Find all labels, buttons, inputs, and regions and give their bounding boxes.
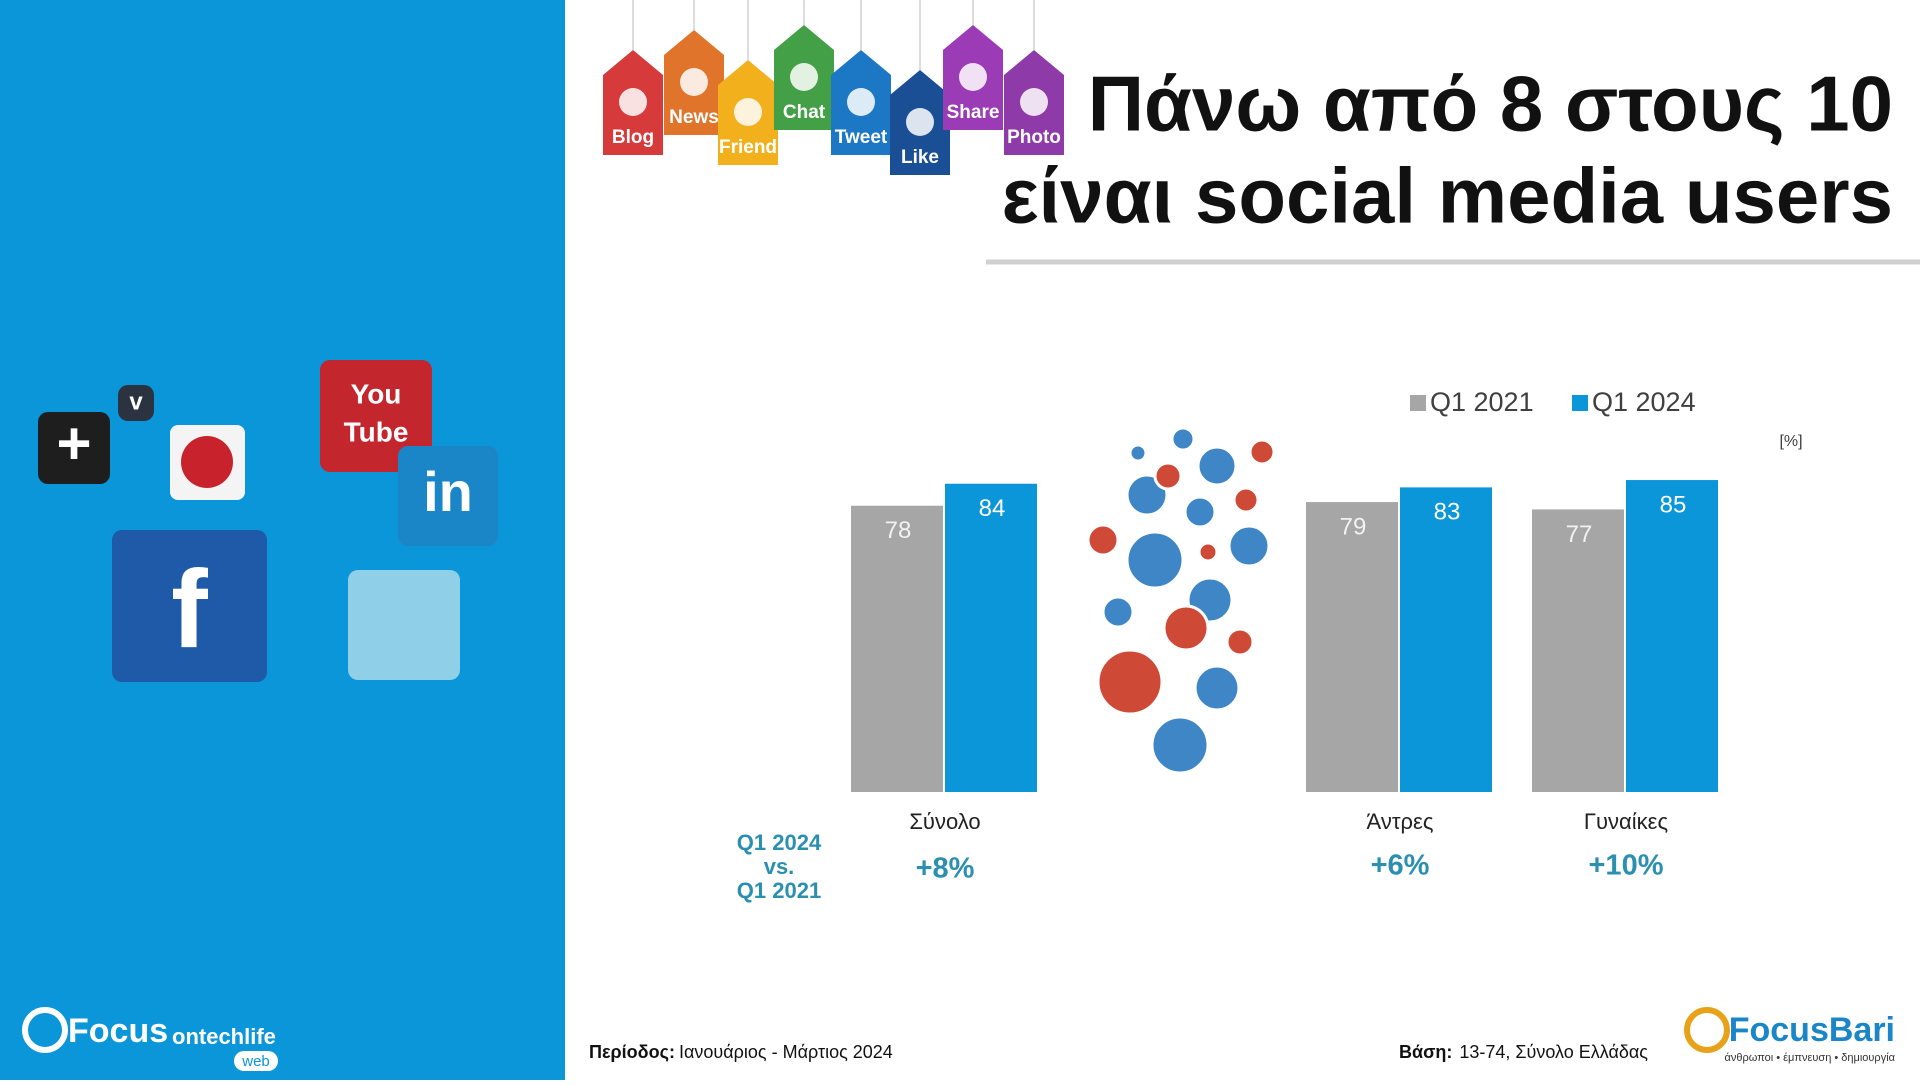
base-label: Βάση:: [1399, 1042, 1452, 1062]
tag-label: Chat: [783, 102, 826, 123]
period-label: Περίοδος:: [589, 1042, 675, 1062]
tag-icon: [790, 63, 818, 91]
decor-bubble: [1197, 541, 1219, 563]
decor-bubble: [1196, 445, 1238, 487]
tag-icon: [959, 63, 987, 91]
tag-label: Photo: [1007, 127, 1061, 148]
bar-value-label: 79: [1340, 513, 1367, 540]
decor-bubble: [1170, 426, 1196, 452]
social-icon-label: You: [351, 378, 402, 409]
social-icon: [118, 385, 154, 421]
change-label: +8%: [916, 853, 975, 885]
period-value: Ιανουάριος - Μάρτιος 2024: [679, 1042, 893, 1062]
tag-label: Friend: [719, 137, 777, 158]
decor-bubble: [1162, 604, 1210, 652]
social-icon: [320, 360, 432, 472]
decor-bubble: [1150, 715, 1210, 775]
logo-mark: [1684, 1007, 1730, 1053]
bar-value-label: 84: [979, 495, 1006, 522]
social-icon: [348, 570, 460, 680]
decor-bubble: [1183, 495, 1217, 529]
decor-bubble: [1193, 664, 1241, 712]
tag-icon: [1020, 88, 1048, 116]
base-value: 13-74, Σύνολο Ελλάδας: [1459, 1042, 1648, 1062]
tag-icon: [680, 68, 708, 96]
decor-bubble: [1232, 486, 1260, 514]
legend-swatch: [1410, 395, 1426, 411]
tag-label: Share: [947, 102, 1000, 123]
bar: [1306, 502, 1398, 792]
decor-bubble: [1225, 627, 1255, 657]
bar-value-label: 77: [1566, 521, 1593, 548]
tag-icon: [847, 88, 875, 116]
logo-mark: [22, 1007, 68, 1053]
bar-value-label: 78: [885, 517, 912, 544]
title-line: Πάνω από 8 στους 10: [1088, 60, 1893, 148]
decor-bubble: [1096, 648, 1164, 716]
category-label: Γυναίκες: [1584, 809, 1668, 834]
social-icon-label: v: [129, 388, 143, 415]
decor-bubble: [1227, 524, 1271, 568]
bar: [1532, 509, 1624, 792]
social-icon: [38, 412, 110, 484]
tag-icon: [734, 98, 762, 126]
change-label: +10%: [1589, 850, 1664, 882]
category-label: Σύνολο: [909, 809, 980, 834]
decor-bubble: [1128, 443, 1148, 463]
social-icon: [398, 446, 498, 546]
change-label: +6%: [1371, 850, 1430, 882]
tag-label: News: [669, 107, 719, 128]
decor-bubble: [1086, 523, 1120, 557]
change-caption: vs.: [764, 854, 795, 879]
bar-value-label: 83: [1434, 499, 1461, 526]
logo-right-tagline: άνθρωποι • έμπνευση • δημιουργία: [1725, 1052, 1896, 1064]
change-caption: Q1 2024: [737, 830, 822, 855]
bar: [945, 483, 1037, 792]
legend-swatch: [1572, 395, 1588, 411]
social-icon-label: in: [423, 460, 473, 523]
tag-icon: [906, 108, 934, 136]
tag-label: Like: [901, 147, 939, 168]
category-label: Άντρες: [1367, 809, 1434, 834]
tag-label: Tweet: [835, 127, 888, 148]
social-icon: [112, 530, 267, 682]
decor-bubble: [1101, 595, 1135, 629]
social-icon: [181, 436, 233, 488]
tag-icon: [619, 88, 647, 116]
decor-bubble: [1125, 530, 1185, 590]
logo-badge: [234, 1051, 278, 1071]
bar: [851, 505, 943, 792]
logo-left: web: [241, 1053, 270, 1070]
bar: [1400, 487, 1492, 792]
social-icon-label: f: [171, 548, 208, 671]
title-line: είναι social media users: [1002, 152, 1893, 240]
legend-label: Q1 2021: [1430, 387, 1534, 417]
social-icon-label: +: [56, 410, 91, 477]
decor-bubble: [1248, 438, 1276, 466]
bar-value-label: 85: [1660, 491, 1687, 518]
legend-label: Q1 2024: [1592, 387, 1696, 417]
tag-label: Blog: [612, 127, 654, 148]
social-icon-label: Tube: [344, 416, 409, 447]
change-caption: Q1 2021: [737, 878, 821, 903]
logo-left: Focus: [68, 1012, 168, 1050]
logo-right: FocusBari: [1729, 1011, 1895, 1049]
decor-bubble: [1153, 461, 1183, 491]
unit-label: [%]: [1779, 433, 1802, 450]
bar: [1626, 480, 1718, 792]
logo-left: ontechlife: [172, 1024, 276, 1049]
